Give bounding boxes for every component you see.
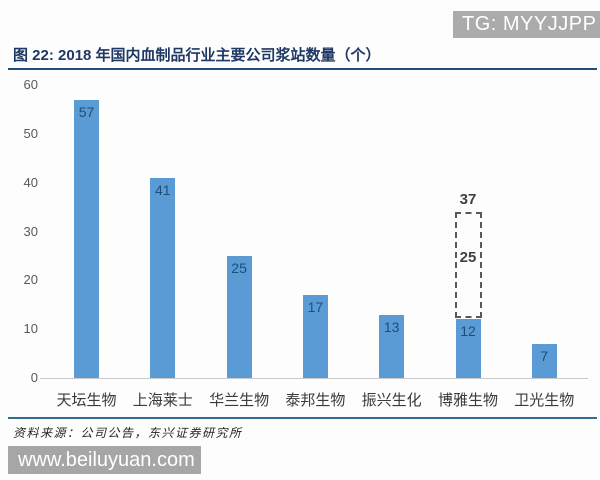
y-axis-tick-label: 40 [23, 174, 38, 190]
bar [531, 343, 557, 378]
x-axis-category-label: 上海莱士 [132, 392, 193, 409]
x-axis-category-label: 华兰生物 [209, 392, 270, 409]
source-divider [8, 417, 597, 419]
y-axis-tick-label: 60 [23, 77, 38, 92]
y-axis-tick-label: 50 [23, 125, 38, 141]
y-axis-tick-label: 30 [23, 223, 38, 239]
bar-value-label: 41 [155, 181, 171, 198]
x-axis-line [40, 378, 588, 379]
x-axis-category-label: 卫光生物 [514, 392, 575, 409]
bar-value-label: 13 [383, 318, 400, 335]
x-axis-category-label: 振兴生化 [361, 392, 422, 409]
tg-watermark-badge: TG: MYYJJPP [453, 11, 600, 38]
bar-value-label: 12 [460, 323, 476, 340]
bar-value-label: 17 [307, 298, 324, 315]
y-axis-tick-label: 10 [23, 321, 38, 337]
y-axis-tick-label: 20 [23, 272, 38, 288]
site-watermark: www.beiluyuan.com [8, 446, 201, 474]
x-axis-category-label: 泰邦生物 [285, 392, 346, 409]
planned-total-label: 37 [459, 190, 477, 208]
planned-additional-label: 25 [459, 249, 477, 267]
planned-expansion-dashed-box [454, 211, 482, 318]
bar-value-label: 7 [540, 347, 549, 364]
x-axis-category-label: 博雅生物 [437, 392, 498, 409]
title-divider [8, 68, 597, 70]
bar [379, 314, 405, 378]
x-axis-category-label: 天坛生物 [56, 392, 117, 409]
y-axis-tick-label: 0 [30, 370, 38, 385]
bar [150, 177, 176, 378]
bar [74, 99, 99, 378]
bar-value-label: 25 [231, 259, 247, 276]
bar-value-label: 57 [78, 103, 95, 120]
figure-title: 图 22: 2018 年国内血制品行业主要公司浆站数量（个） [13, 47, 381, 64]
bar [455, 319, 481, 378]
bar [302, 294, 328, 378]
bar [226, 255, 252, 378]
source-note: 资料来源：公司公告，东兴证券研究所 [13, 426, 243, 440]
